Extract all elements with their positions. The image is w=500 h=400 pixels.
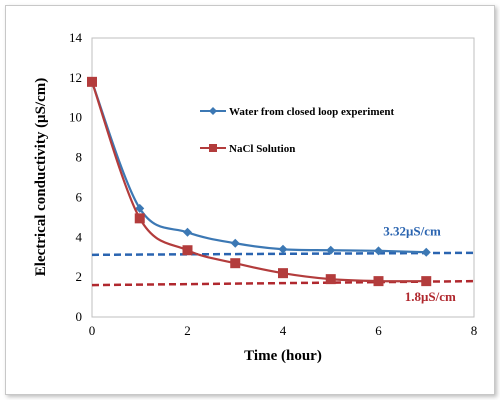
y-tick-label: 8	[76, 150, 83, 165]
legend-label-water: Water from closed loop experiment	[229, 106, 395, 118]
y-axis-title: Electrical conductivity (μS/cm)	[33, 78, 49, 276]
annotations: 3.32μS/cm 1.8μS/cm	[383, 223, 456, 304]
data-point	[230, 258, 241, 269]
data-point	[326, 245, 336, 255]
data-point	[374, 246, 383, 256]
x-axis-title: Time (hour)	[244, 348, 322, 364]
series-line-1	[90, 81, 427, 283]
x-tick-label: 2	[184, 323, 191, 338]
data-point	[183, 227, 192, 237]
data-point	[325, 274, 336, 285]
x-tick-labels: 0 2 4 6 8	[89, 323, 478, 338]
annotation-label: 3.32μS/cm	[383, 223, 441, 238]
data-point	[134, 213, 145, 224]
y-tick-labels: 0 2 4 6 8 10 12 14	[69, 30, 83, 324]
y-tick-label: 2	[76, 269, 83, 284]
y-tick-label: 12	[69, 70, 82, 85]
x-tick-label: 4	[280, 323, 287, 338]
y-tick-label: 10	[69, 110, 82, 125]
data-point	[182, 245, 193, 256]
reference-lines	[91, 251, 475, 287]
x-tick-label: 8	[471, 323, 478, 338]
legend-marker-water	[209, 107, 217, 115]
y-tick-label: 6	[76, 189, 83, 204]
series-line-0	[90, 81, 427, 254]
legend-marker-nacl	[209, 144, 217, 152]
y-tick-label: 4	[76, 229, 83, 244]
series-layer	[87, 76, 432, 287]
data-point	[135, 203, 145, 213]
data-point	[230, 238, 240, 248]
data-point	[373, 276, 384, 287]
reference-line	[91, 251, 475, 257]
data-point	[278, 244, 288, 254]
reference-line	[91, 279, 475, 287]
x-tick-label: 0	[89, 323, 96, 338]
y-tick-label: 14	[69, 30, 83, 45]
data-point	[278, 268, 288, 279]
x-tick-label: 6	[375, 323, 382, 338]
annotation-label: 1.8μS/cm	[405, 289, 456, 304]
legend-label-nacl: NaCl Solution	[229, 143, 295, 155]
data-point	[421, 247, 431, 257]
data-point	[421, 276, 432, 287]
data-point	[87, 76, 97, 87]
legend: Water from closed loop experiment NaCl S…	[200, 106, 395, 155]
y-tick-label: 0	[76, 309, 83, 324]
